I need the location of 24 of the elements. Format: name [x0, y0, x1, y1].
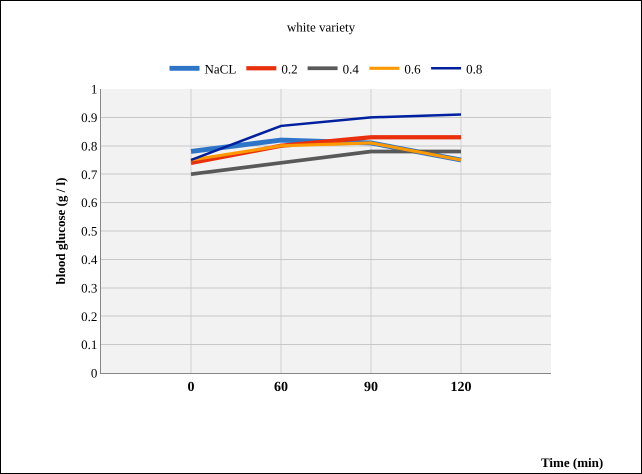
y-tick-label: 0.2 — [81, 308, 98, 324]
y-tick-label: 0.7 — [81, 166, 98, 182]
y-tick-label: 0.9 — [81, 110, 98, 125]
y-tick-label: 1 — [90, 82, 98, 97]
x-tick-label: 90 — [364, 380, 378, 395]
x-tick-label: 0 — [188, 380, 194, 395]
legend-label: 0.4 — [342, 61, 360, 76]
y-tick-label: 0.3 — [81, 280, 98, 296]
chart-title: white variety — [286, 19, 356, 34]
y-tick-label: 0.5 — [81, 224, 98, 239]
y-tick-label: 0.1 — [81, 337, 98, 352]
y-axis-title: blood glucose (g / l) — [53, 178, 68, 284]
legend-label: 0.8 — [466, 61, 482, 76]
x-axis-title: Time (min) — [541, 455, 604, 470]
legend-label: 0.6 — [404, 61, 422, 76]
y-tick-label: 0.8 — [81, 138, 98, 154]
x-tick-label: 60 — [274, 380, 288, 395]
line-series — [190, 113, 462, 162]
y-tick-label: 0.4 — [81, 252, 98, 267]
x-tick-label: 120 — [450, 380, 472, 395]
y-tick-label: 0.6 — [81, 195, 98, 210]
legend-label: NaCL — [204, 61, 236, 76]
y-tick-label: 0 — [90, 366, 98, 381]
legend-label: 0.2 — [281, 61, 298, 76]
